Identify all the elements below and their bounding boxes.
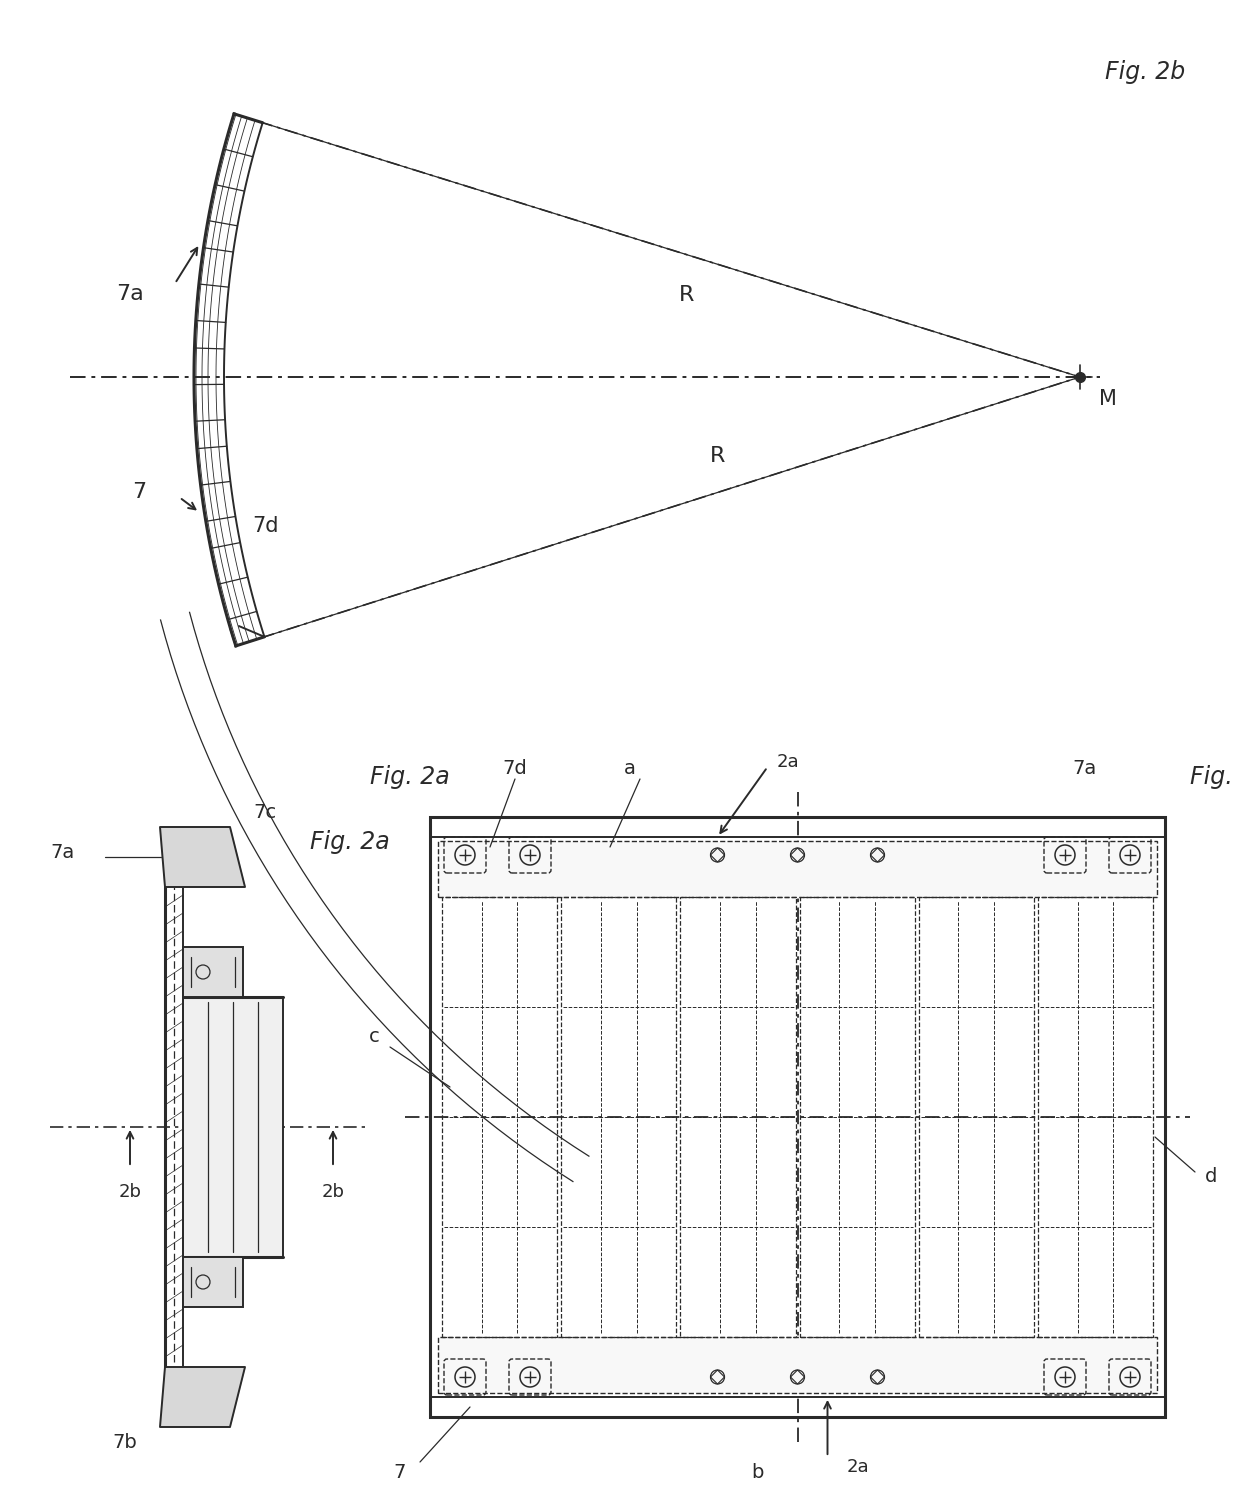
- Text: M: M: [1099, 389, 1117, 409]
- Bar: [919, 897, 1034, 1337]
- Text: 7a: 7a: [117, 283, 144, 304]
- Bar: [800, 897, 915, 1337]
- Text: 2a: 2a: [776, 753, 799, 771]
- Text: c: c: [370, 1027, 379, 1046]
- Bar: [1038, 897, 1153, 1337]
- Text: 2b: 2b: [119, 1183, 141, 1201]
- Text: 7d: 7d: [253, 516, 279, 536]
- Bar: [184, 948, 243, 997]
- Bar: [430, 817, 1166, 1418]
- Text: 7b: 7b: [113, 1433, 138, 1452]
- Text: Fig. 2a: Fig. 2a: [310, 829, 389, 853]
- Text: a: a: [624, 759, 636, 778]
- Text: 2a: 2a: [846, 1458, 869, 1476]
- Bar: [438, 841, 1157, 897]
- Text: 2b: 2b: [321, 1183, 345, 1201]
- Text: 7d: 7d: [502, 759, 527, 778]
- Polygon shape: [160, 1367, 246, 1427]
- Text: b: b: [751, 1463, 764, 1482]
- Text: R: R: [680, 286, 694, 305]
- Text: d: d: [1205, 1168, 1218, 1187]
- Bar: [681, 897, 796, 1337]
- Bar: [441, 897, 557, 1337]
- Text: 7c: 7c: [253, 802, 277, 822]
- Text: 7: 7: [394, 1463, 407, 1482]
- Text: Fig. 2: Fig. 2: [1190, 765, 1240, 789]
- Polygon shape: [160, 826, 246, 888]
- Bar: [184, 1257, 243, 1307]
- Text: 7: 7: [133, 482, 146, 503]
- Text: 7a: 7a: [1073, 759, 1097, 778]
- Text: 7a: 7a: [51, 843, 74, 861]
- Text: R: R: [711, 446, 725, 467]
- Text: Fig. 2b: Fig. 2b: [1105, 60, 1185, 84]
- Bar: [438, 1337, 1157, 1394]
- Text: Fig. 2a: Fig. 2a: [370, 765, 450, 789]
- Bar: [562, 897, 676, 1337]
- Bar: [184, 997, 283, 1257]
